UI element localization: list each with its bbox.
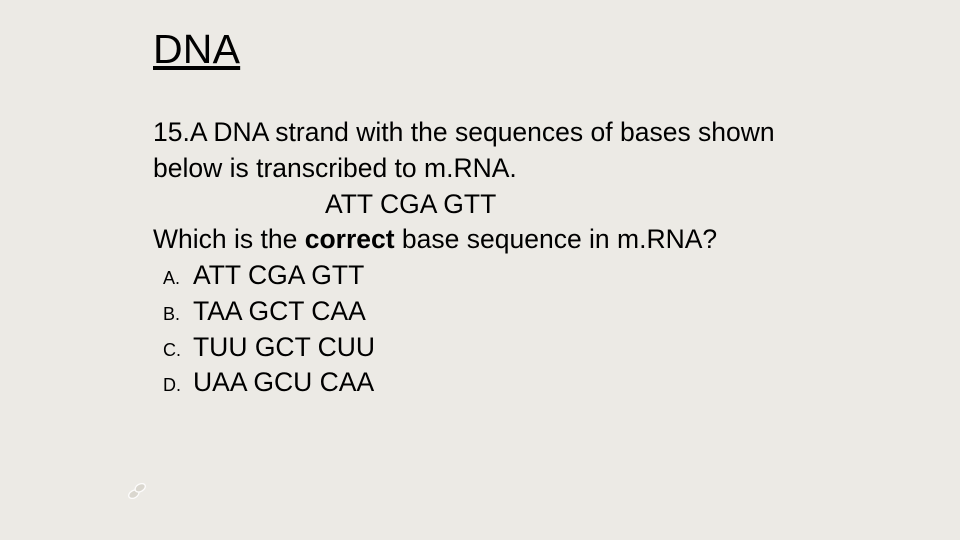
intro-line1: A DNA strand with the sequences of bases… [190, 117, 775, 147]
option-letter: A. [153, 266, 193, 290]
option-text: UAA GCU CAA [193, 365, 374, 401]
options-list: A. ATT CGA GTT B. TAA GCT CAA C. TUU GCT… [153, 258, 853, 401]
title-area: DNA [153, 26, 240, 73]
subquestion: Which is the correct base sequence in m.… [153, 222, 853, 258]
sub-before: Which is the [153, 224, 305, 254]
option-c: C. TUU GCT CUU [153, 330, 853, 366]
option-letter: B. [153, 302, 193, 326]
option-text: ATT CGA GTT [193, 258, 364, 294]
sub-bold: correct [305, 224, 395, 254]
slide: DNA 15.A DNA strand with the sequences o… [0, 0, 960, 540]
dna-sequence: ATT CGA GTT [153, 187, 853, 223]
question-intro: 15.A DNA strand with the sequences of ba… [153, 115, 853, 187]
body-area: 15.A DNA strand with the sequences of ba… [153, 115, 853, 401]
chain-link-icon [126, 480, 148, 502]
sub-after: base sequence in m.RNA? [395, 224, 718, 254]
option-letter: D. [153, 373, 193, 397]
option-text: TAA GCT CAA [193, 294, 366, 330]
option-letter: C. [153, 338, 193, 362]
question-number: 15. [153, 117, 190, 147]
intro-line2: below is transcribed to m.RNA. [153, 153, 517, 183]
option-text: TUU GCT CUU [193, 330, 375, 366]
option-b: B. TAA GCT CAA [153, 294, 853, 330]
slide-title: DNA [153, 26, 240, 73]
option-d: D. UAA GCU CAA [153, 365, 853, 401]
option-a: A. ATT CGA GTT [153, 258, 853, 294]
